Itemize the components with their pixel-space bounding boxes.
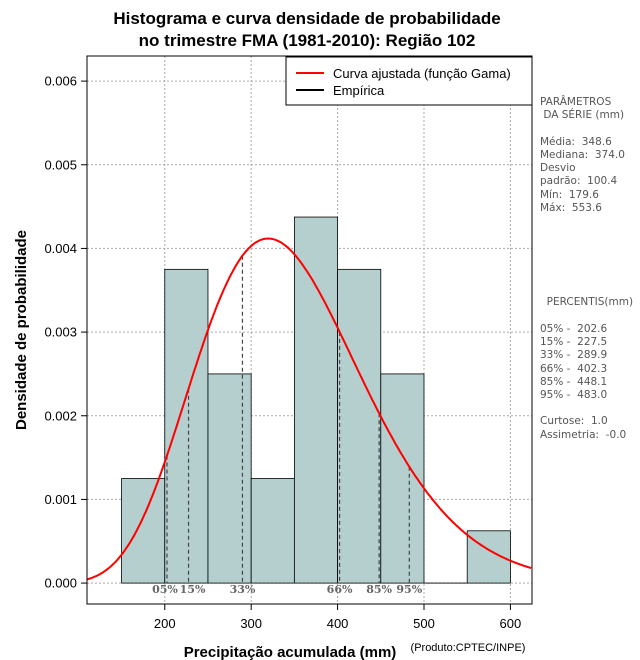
stat-assimetria: Assimetria: -0.0 — [540, 428, 627, 441]
histogram-bars — [121, 216, 511, 584]
histogram-bar — [207, 373, 252, 584]
pct-66: 66% - 402.3 — [540, 362, 608, 375]
stat-desvio-1: Desvio — [540, 162, 576, 175]
fitted-curve — [86, 237, 532, 581]
x-axis-label: Precipitação acumulada (mm) — [184, 644, 397, 660]
stat-max: Máx: 553.6 — [540, 202, 602, 215]
percentile-label: 05% — [152, 583, 178, 596]
chart-title-line1: Histograma e curva densidade de probabil… — [113, 9, 500, 28]
percentile-label: 85% — [366, 583, 392, 596]
histogram-bar — [293, 216, 338, 584]
params-title-1: PARÂMETROS — [540, 96, 612, 108]
percentile-label: 33% — [230, 583, 256, 596]
percentile-label: 15% — [180, 583, 206, 596]
plot-frame — [86, 55, 533, 605]
series-statistics-panel: PARÂMETROS DA SÉRIE (mm) Média: 348.6 Me… — [540, 96, 640, 442]
stat-mediana: Mediana: 374.0 — [540, 148, 625, 161]
histogram-bar — [164, 268, 209, 584]
stat-min: Mín: 179.6 — [540, 188, 599, 201]
histogram-bar — [121, 478, 166, 584]
axis-ticks: 200 300 400 500 600 0.000 0.001 0.002 0.003 0.004… — [44, 74, 521, 631]
x-tick-label: 600 — [500, 616, 522, 631]
x-tick-label: 500 — [413, 616, 435, 631]
product-credit: (Produto:CPTEC/INPE) — [411, 642, 526, 654]
stat-curtose: Curtose: 1.0 — [540, 415, 608, 428]
pct-15: 15% - 227.5 — [540, 335, 608, 348]
percentis-title: PERCENTIS(mm) — [540, 296, 634, 309]
legend-box — [285, 56, 533, 106]
percentile-markers: 05% 15% 33% 66% 85% 95% — [152, 255, 423, 596]
stat-desvio-2: padrão: 100.4 — [540, 175, 618, 188]
stat-media: Média: 348.6 — [540, 135, 612, 148]
y-tick-label: 0.005 — [44, 157, 77, 172]
chart-title-line2: no trimestre FMA (1981-2010): Região 102 — [139, 31, 476, 50]
params-title-2: DA SÉRIE (mm) — [540, 109, 625, 122]
x-tick-label: 300 — [240, 616, 262, 631]
pct-95: 95% - 483.0 — [540, 389, 608, 402]
legend-curve-label: Curva ajustada (função Gama) — [333, 66, 511, 81]
y-tick-label: 0.002 — [44, 408, 77, 423]
y-tick-label: 0.006 — [44, 74, 77, 89]
gamma-curve-line — [86, 237, 532, 581]
pct-05: 05% - 202.6 — [540, 322, 608, 335]
histogram-bar — [337, 268, 382, 584]
y-axis-label: Densidade de probabilidade — [13, 230, 30, 430]
legend-empirical-label: Empírica — [333, 83, 385, 98]
pct-33: 33% - 289.9 — [540, 349, 608, 362]
legend: Curva ajustada (função Gama) Empírica — [285, 56, 533, 106]
x-tick-label: 400 — [327, 616, 349, 631]
y-tick-label: 0.001 — [44, 492, 77, 507]
percentile-label: 66% — [327, 583, 353, 596]
histogram-bar — [250, 478, 295, 584]
x-tick-label: 200 — [154, 616, 176, 631]
pct-85: 85% - 448.1 — [540, 375, 608, 388]
y-tick-label: 0.003 — [44, 325, 77, 340]
y-tick-label: 0.000 — [44, 576, 77, 591]
percentile-label: 95% — [396, 583, 422, 596]
y-tick-label: 0.004 — [44, 241, 77, 256]
